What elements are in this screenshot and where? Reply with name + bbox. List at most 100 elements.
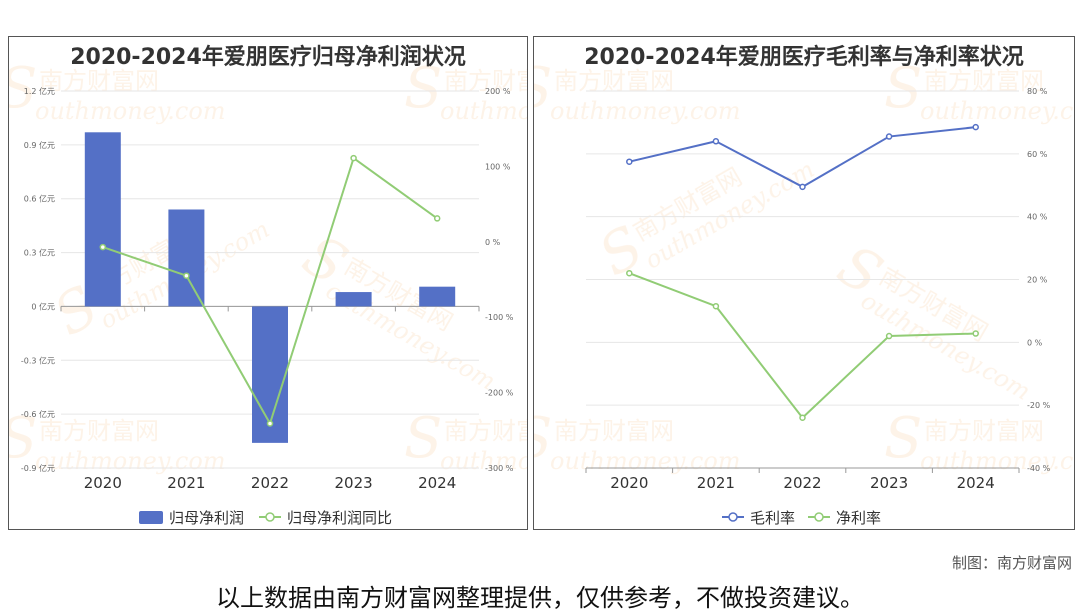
line-point — [885, 133, 893, 140]
line-point — [972, 123, 979, 131]
right-chart-panel: S南方财富网outhmoney.comS南方财富网outhmoney.comS南… — [533, 36, 1075, 530]
legend-marker-gross — [728, 512, 738, 522]
y-right-tick-label: 80 % — [1027, 87, 1048, 96]
y-right-tick-label: 100 % — [485, 162, 511, 171]
y-left-tick-label: 0.6 亿元 — [24, 194, 55, 204]
bar — [84, 132, 121, 307]
x-tick-label: 2022 — [783, 474, 821, 492]
line-point — [183, 272, 190, 279]
watermark-s: S — [884, 406, 922, 471]
legend-marker-net — [814, 512, 824, 522]
watermark-s: S — [9, 406, 37, 471]
disclaimer-text: 以上数据由南方财富网整理提供，仅供参考，不做投资建议。 — [216, 584, 864, 612]
line-point — [626, 158, 633, 165]
y-left-tick-label: 0 亿元 — [31, 301, 55, 311]
y-left-tick-label: -0.9 亿元 — [21, 463, 55, 473]
y-left-tick-label: 0.9 亿元 — [24, 140, 55, 150]
watermark-en: outhmoney.com — [920, 97, 1075, 125]
y-right-tick-label: 0 % — [1027, 338, 1043, 347]
watermark-s: S — [884, 56, 922, 121]
line-point — [266, 420, 274, 427]
y-right-tick-label: -100 % — [485, 313, 514, 322]
watermark-en: outhmoney.com — [550, 97, 741, 125]
y-left-tick-label: -0.6 亿元 — [21, 409, 55, 419]
watermark-en: outhmoney.com — [35, 97, 226, 125]
watermark-en: outhmoney.com — [35, 447, 226, 475]
watermark-en: outhmoney.com — [550, 447, 741, 475]
line-point — [712, 138, 720, 145]
left-chart-panel: S南方财富网outhmoney.comS南方财富网outhmoney.comS南… — [8, 36, 528, 530]
watermark-s: S — [534, 406, 552, 471]
line-point — [433, 215, 441, 222]
legend-label-gross: 毛利率 — [750, 509, 795, 527]
watermark-cn: 南方财富网 — [924, 417, 1044, 445]
watermark-en: outhmoney.com — [440, 97, 528, 125]
x-tick-label: 2021 — [697, 474, 735, 492]
line-point — [350, 154, 357, 162]
legend-swatch-bar — [139, 511, 163, 524]
line-point — [799, 414, 806, 421]
left-chart-svg: S南方财富网outhmoney.comS南方财富网outhmoney.comS南… — [9, 56, 528, 527]
y-right-tick-label: -300 % — [485, 464, 514, 473]
y-right-tick-label: 200 % — [485, 87, 511, 96]
legend-label-net: 净利率 — [836, 509, 881, 527]
watermark-cn: 南方财富网 — [554, 67, 674, 95]
x-tick-label: 2024 — [418, 474, 456, 492]
y-left-tick-label: 0.3 亿元 — [24, 248, 55, 258]
legend-label-bar: 归母净利润 — [169, 509, 244, 527]
bar — [335, 292, 372, 307]
chart-credit: 制图：南方财富网 — [951, 554, 1072, 572]
line-point — [99, 243, 107, 251]
x-tick-label: 2022 — [251, 474, 289, 492]
line-point — [972, 330, 979, 337]
y-right-tick-label: -20 % — [1027, 401, 1051, 410]
x-tick-label: 2023 — [870, 474, 908, 492]
watermark-group: S南方财富网outhmoney.comS南方财富网outhmoney.comS南… — [534, 56, 1075, 475]
left-chart-title: 2020-2024年爱朋医疗归母净利润状况 — [70, 45, 466, 70]
line-point — [799, 183, 806, 191]
watermark-cn: 南方财富网 — [39, 417, 159, 445]
x-tick-label: 2020 — [84, 474, 122, 492]
line-point — [712, 302, 720, 310]
y-right-tick-label: 20 % — [1027, 276, 1048, 285]
watermark-en: outhmoney.com — [440, 447, 528, 475]
y-left-tick-label: 1.2 亿元 — [24, 86, 55, 96]
watermark-en: outhmoney.com — [920, 447, 1075, 475]
watermark-cn: 南方财富网 — [444, 417, 528, 445]
watermark-cn: 南方财富网 — [39, 67, 159, 95]
watermark-s: S — [9, 56, 37, 121]
bar — [419, 286, 456, 307]
y-right-tick-label: -40 % — [1027, 464, 1051, 473]
x-tick-label: 2021 — [167, 474, 205, 492]
x-tick-label: 2024 — [957, 474, 995, 492]
watermark-cn: 南方财富网 — [924, 67, 1044, 95]
y-right-tick-label: -200 % — [485, 389, 514, 398]
bar — [252, 306, 288, 443]
right-chart-svg: S南方财富网outhmoney.comS南方财富网outhmoney.comS南… — [534, 56, 1075, 527]
y-right-tick-label: 40 % — [1027, 213, 1048, 222]
legend-label-line: 归母净利润同比 — [287, 509, 392, 527]
y-right-tick-label: 0 % — [485, 238, 501, 247]
y-left-tick-label: -0.3 亿元 — [21, 355, 55, 365]
watermark-s: S — [404, 56, 442, 121]
x-tick-label: 2023 — [335, 474, 373, 492]
watermark-s: S — [404, 406, 442, 471]
legend-marker-line — [265, 512, 275, 522]
line-point — [626, 269, 633, 277]
watermark-cn: 南方财富网 — [444, 67, 528, 95]
right-chart-title: 2020-2024年爱朋医疗毛利率与净利率状况 — [584, 45, 1024, 70]
y-right-tick-label: 60 % — [1027, 150, 1048, 159]
watermark-cn: 南方财富网 — [554, 417, 674, 445]
watermark-s: S — [534, 56, 552, 121]
line-point — [885, 332, 893, 340]
